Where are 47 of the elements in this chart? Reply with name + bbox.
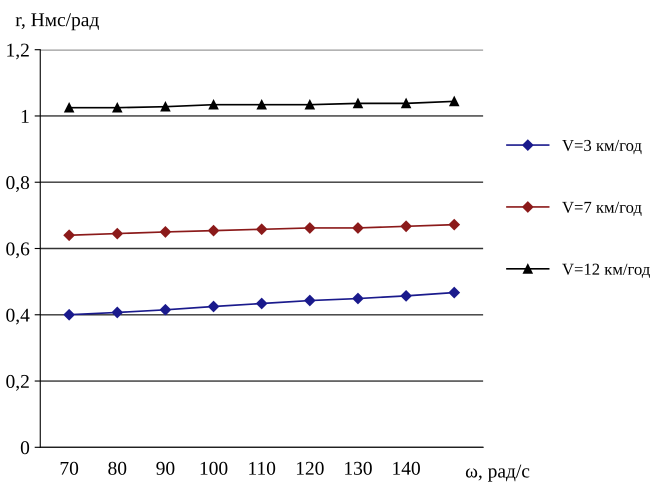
x-tick-label: 120 — [296, 462, 324, 475]
x-tick-label: 110 — [249, 462, 276, 475]
point — [112, 102, 122, 113]
point — [304, 222, 316, 234]
point — [112, 306, 123, 318]
point — [208, 100, 218, 110]
point — [160, 304, 172, 316]
x-tick-label: 70 — [60, 462, 78, 475]
point — [448, 219, 460, 230]
point — [256, 298, 268, 310]
y-tick-label: 0,8 — [6, 176, 30, 192]
y-tick-label: 0,6 — [6, 242, 30, 258]
point — [256, 224, 268, 235]
point — [304, 100, 315, 110]
point — [64, 309, 75, 320]
point — [256, 100, 267, 110]
y-axis-title: r, Нмс/рад — [16, 13, 99, 30]
x-tick-label: 100 — [200, 462, 228, 475]
x-tick-label: 130 — [345, 462, 372, 475]
y-tick-label: 0,4 — [6, 308, 30, 325]
x-tick-label: 90 — [156, 462, 174, 475]
point — [64, 102, 74, 113]
y-tick-label: 1 — [22, 110, 29, 123]
y-tick-label: 0 — [20, 441, 30, 454]
point — [401, 98, 411, 108]
y-tick-label: 1,2 — [7, 44, 29, 60]
point — [160, 226, 172, 238]
legend-label: V=12 км/год — [562, 264, 650, 278]
point — [208, 300, 220, 312]
point — [352, 292, 364, 304]
legend-label: V=3 км/год — [562, 140, 642, 154]
point — [160, 102, 170, 112]
point — [352, 222, 364, 234]
legend-label: V=7 км/год — [562, 202, 642, 216]
point — [448, 286, 460, 298]
x-tick-label: 80 — [108, 462, 126, 475]
point — [64, 230, 75, 241]
point — [353, 98, 363, 108]
point — [400, 290, 412, 302]
point — [449, 96, 460, 106]
point — [304, 294, 316, 306]
x-axis-title: ω, рад/с — [466, 464, 530, 482]
point — [400, 220, 412, 232]
x-tick-label: 140 — [393, 462, 420, 475]
y-tick-label: 0,2 — [6, 374, 29, 391]
point — [208, 225, 220, 236]
point — [112, 228, 123, 240]
